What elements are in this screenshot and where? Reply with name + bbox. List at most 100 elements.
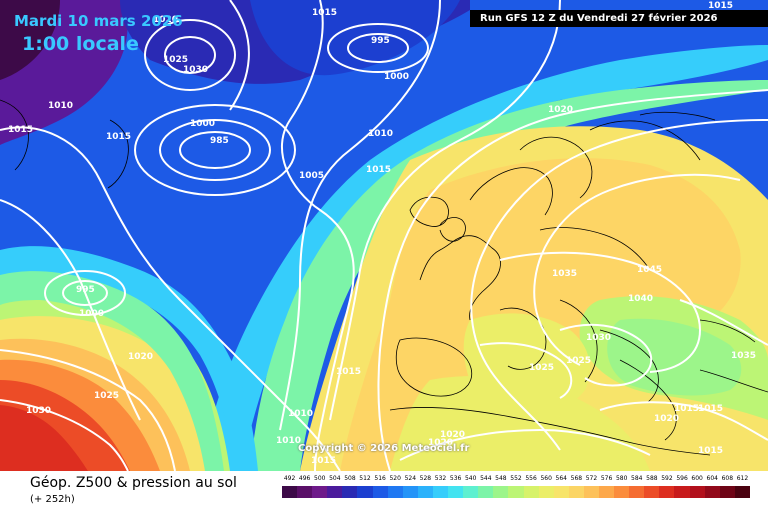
color-scale-label: 564 [555, 475, 567, 482]
color-scale-legend: 492 496 500 504 508 512 516 520 524 528 532 536 540 5… [282, 475, 750, 505]
geopotential-map-graphic: 1015 1020 1025 1030 1010 1015 1000 985 9… [0, 0, 768, 471]
isobars [0, 0, 768, 471]
isobar-label: 1030 [26, 406, 51, 416]
isobar-label: 1020 [153, 15, 178, 25]
color-scale-label: 612 [736, 475, 749, 482]
isobar-label: 1020 [654, 414, 679, 424]
isobar-label: 995 [371, 36, 390, 46]
color-scale-label: 560 [540, 475, 552, 482]
color-scale-label: 548 [495, 475, 507, 482]
isobar-label: 1000 [384, 72, 409, 82]
color-scale-label: 604 [706, 475, 718, 482]
color-scale-swatch [327, 486, 343, 498]
color-scale-swatch [568, 486, 584, 498]
color-scale-swatch [478, 486, 494, 498]
color-scale-swatch [493, 486, 509, 498]
isobar-label: 1020 [440, 430, 465, 440]
color-scale-label: 520 [389, 475, 401, 482]
map-title: Géop. Z500 & pression au sol [30, 475, 237, 491]
isobar-label: 1035 [552, 269, 577, 279]
isobar-label: 1015 [674, 404, 699, 414]
copyright-text: Copyright © 2026 Meteociel.fr [298, 443, 470, 454]
isobar-label: 1025 [529, 363, 554, 373]
isobar-label: 1015 [708, 1, 733, 11]
isobar-label: 1015 [698, 446, 723, 456]
isobar-label: 1040 [628, 294, 653, 304]
color-scale-swatches [282, 486, 750, 498]
isobar-label: 1045 [637, 265, 662, 275]
color-scale-swatch [282, 486, 298, 498]
color-scale-label: 608 [721, 475, 734, 482]
color-scale-label: 508 [344, 475, 356, 482]
color-scale-label: 524 [404, 475, 417, 482]
color-scale-label: 544 [480, 475, 492, 482]
color-scale-swatch [538, 486, 554, 498]
color-scale-label: 556 [525, 475, 537, 482]
isobar-label: 1030 [586, 333, 611, 343]
legend-footer: Géop. Z500 & pression au sol (+ 252h) 49… [0, 471, 768, 512]
isobar-label: 1015 [106, 132, 131, 142]
color-scale-swatch [553, 486, 569, 498]
color-scale-label: 500 [314, 475, 326, 482]
color-scale-swatch [644, 486, 660, 498]
color-scale-swatch [417, 486, 433, 498]
isobar-label: 1035 [731, 351, 756, 361]
color-scale-swatch [387, 486, 403, 498]
isobar-label: 1010 [368, 129, 393, 139]
color-scale-swatch [402, 486, 418, 498]
weather-map: 1015 1020 1025 1030 1010 1015 1000 985 9… [0, 0, 768, 471]
color-scale-label: 512 [359, 475, 371, 482]
color-scale-label: 552 [510, 475, 522, 482]
isobar-label: 1025 [94, 391, 119, 401]
color-scale-swatch [297, 486, 313, 498]
color-scale-swatch [598, 486, 615, 498]
color-scale-swatch [508, 486, 524, 498]
coastlines [0, 99, 768, 456]
forecast-time: 1:00 locale [22, 33, 139, 55]
isobar-label: 1020 [428, 438, 453, 448]
isobar-label: 1005 [299, 171, 324, 181]
color-scale-swatch [629, 486, 645, 498]
isobar-labels: 1015 1020 1025 1030 1010 1015 1000 985 9… [8, 1, 756, 466]
color-scale-swatch [704, 486, 720, 498]
color-scale-swatch [659, 486, 675, 498]
forecast-date: Mardi 10 mars 2026 [14, 12, 183, 30]
cyan-band [200, 45, 768, 471]
color-scale-label: 572 [585, 475, 598, 482]
isobar-label: 1015 [366, 165, 391, 175]
color-scale-label: 592 [661, 475, 673, 482]
isobar-label: 1020 [128, 352, 153, 362]
run-info-banner: Run GFS 12 Z du Vendredi 27 février 2026 [470, 10, 768, 27]
color-scale-swatch [523, 486, 539, 498]
color-scale-label: 492 [283, 475, 296, 482]
color-scale-label: 588 [646, 475, 658, 482]
color-scale-swatch [312, 486, 328, 498]
isobar-label: 985 [210, 136, 229, 146]
color-scale-label: 580 [615, 475, 628, 482]
color-scale-swatch [674, 486, 690, 498]
color-scale-swatch [342, 486, 358, 498]
isobar-label: 1015 [8, 125, 33, 135]
color-scale-label: 536 [449, 475, 462, 482]
color-scale-swatch [463, 486, 479, 498]
color-scale-label: 576 [600, 475, 613, 482]
color-scale-swatch [734, 486, 750, 498]
color-scale-label: 584 [631, 475, 643, 482]
isobar-label: 1010 [48, 101, 73, 111]
isobar-label: 1000 [190, 119, 215, 129]
color-scale-label: 504 [329, 475, 341, 482]
isobar-label: 1025 [163, 55, 188, 65]
color-scale-label: 496 [298, 475, 311, 482]
color-scale-swatch [719, 486, 735, 498]
isobar-label: 1015 [336, 367, 361, 377]
color-scale-swatch [372, 486, 388, 498]
color-scale-label: 540 [464, 475, 477, 482]
color-scale-swatch [614, 486, 630, 498]
isobar-label: 1010 [276, 436, 301, 446]
isobar-label: 1020 [548, 105, 573, 115]
color-scale-labels: 492 496 500 504 508 512 516 520 524 528 532 536 540 5… [282, 475, 750, 485]
color-scale-swatch [689, 486, 705, 498]
color-scale-label: 596 [676, 475, 688, 482]
color-scale-label: 568 [570, 475, 583, 482]
color-scale-swatch [448, 486, 464, 498]
